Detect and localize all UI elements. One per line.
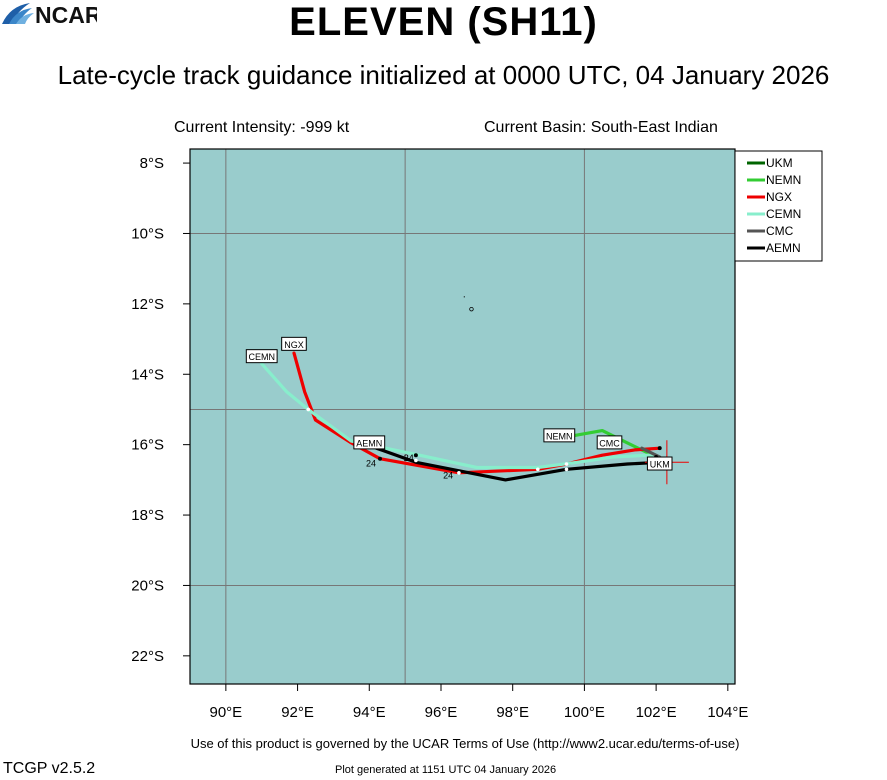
- y-tick-label: 12°S: [131, 296, 164, 313]
- x-tick-label: 102°E: [636, 704, 677, 721]
- track-label-text: NEMN: [546, 431, 573, 441]
- track-label-ngx: NGX: [281, 336, 307, 351]
- legend-box: [734, 150, 823, 262]
- track-label-box: [245, 349, 278, 364]
- x-tick-label: 96°E: [425, 704, 458, 721]
- x-tick-label: 94°E: [353, 704, 386, 721]
- track-label-cmc: CMC: [596, 435, 623, 450]
- track-position-marker: [306, 407, 311, 412]
- legend-item-cmc: CMC: [747, 224, 794, 238]
- track-endpoint-marker: [413, 453, 418, 458]
- chart-title: ELEVEN (SH11): [289, 0, 598, 44]
- ncar-logo-mark: [2, 3, 34, 24]
- legend-label: UKM: [766, 156, 793, 170]
- legend-label: AEMN: [766, 241, 801, 255]
- track-label-text: AEMN: [356, 438, 382, 448]
- track-label-ukm: UKM: [646, 456, 673, 471]
- track-endpoint-marker: [657, 446, 662, 451]
- x-tick-label: 98°E: [496, 704, 529, 721]
- track-label-box: [543, 428, 576, 443]
- legend-item-ukm: UKM: [747, 156, 793, 170]
- forecast-hour-label: 24: [366, 458, 376, 468]
- x-tick-label: 100°E: [564, 704, 605, 721]
- track-position-marker: [535, 467, 540, 472]
- generated-timestamp: Plot generated at 1151 UTC 04 January 20…: [335, 764, 557, 776]
- track-line-cemn: [260, 362, 662, 470]
- track-position-marker: [564, 462, 569, 466]
- current-basin: Current Basin: South-East Indian: [484, 119, 718, 136]
- current-intensity: Current Intensity: -999 kt: [174, 119, 350, 136]
- x-tick-label: 104°E: [707, 704, 748, 721]
- legend: UKM NEMN NGX CEMN CMC AEMN: [734, 150, 823, 262]
- track-label-text: NGX: [284, 340, 304, 350]
- track-position-marker: [457, 471, 461, 475]
- track-label-box: [353, 435, 386, 450]
- track-label-box: [281, 336, 307, 351]
- legend-item-ngx: NGX: [747, 190, 792, 204]
- track-label-text: CEMN: [248, 352, 275, 362]
- legend-item-aemn: AEMN: [747, 241, 801, 255]
- terms-of-use-notice: Use of this product is governed by the U…: [190, 736, 740, 751]
- island-cocos: [469, 306, 474, 312]
- ncar-logo-text: NCAR: [35, 2, 97, 26]
- track-position-marker: [564, 467, 569, 472]
- forecast-hour-label: 24: [404, 453, 414, 463]
- island-north-keeling: [463, 296, 465, 298]
- track-endpoint-marker: [378, 456, 383, 461]
- y-tick-label: 22°S: [131, 648, 164, 665]
- y-tick-label: 18°S: [131, 507, 164, 524]
- legend-item-cemn: CEMN: [747, 207, 801, 221]
- track-line-aemn: [374, 446, 662, 482]
- track-label-cemn: CEMN: [245, 349, 278, 364]
- legend-label: CMC: [766, 224, 794, 238]
- x-tick-label: 90°E: [210, 704, 243, 721]
- track-label-text: UKM: [650, 460, 670, 470]
- chart-subtitle: Late-cycle track guidance initialized at…: [57, 60, 830, 90]
- legend-item-nemn: NEMN: [747, 173, 801, 187]
- forecast-hour-label: 24: [443, 471, 453, 481]
- track-label-box: [646, 456, 673, 471]
- legend-label: NGX: [766, 190, 792, 204]
- y-tick-label: 14°S: [131, 366, 164, 383]
- track-label-text: CMC: [599, 438, 620, 448]
- y-tick-label: 16°S: [131, 437, 164, 454]
- y-tick-label: 20°S: [131, 577, 164, 594]
- track-label-aemn: AEMN: [353, 435, 386, 450]
- track-position-marker: [414, 458, 418, 463]
- track-label-nemn: NEMN: [543, 428, 576, 443]
- ncar-logo: NCAR: [2, 2, 102, 28]
- x-tick-label: 92°E: [281, 704, 314, 721]
- legend-label: CEMN: [766, 207, 801, 221]
- ocean-background: [190, 149, 735, 684]
- y-tick-label: 8°S: [140, 155, 164, 172]
- legend-label: NEMN: [766, 173, 801, 187]
- track-label-box: [596, 435, 623, 450]
- plot-frame: [189, 148, 736, 685]
- y-tick-label: 10°S: [131, 225, 164, 242]
- version-label: TCGP v2.5.2: [3, 760, 96, 777]
